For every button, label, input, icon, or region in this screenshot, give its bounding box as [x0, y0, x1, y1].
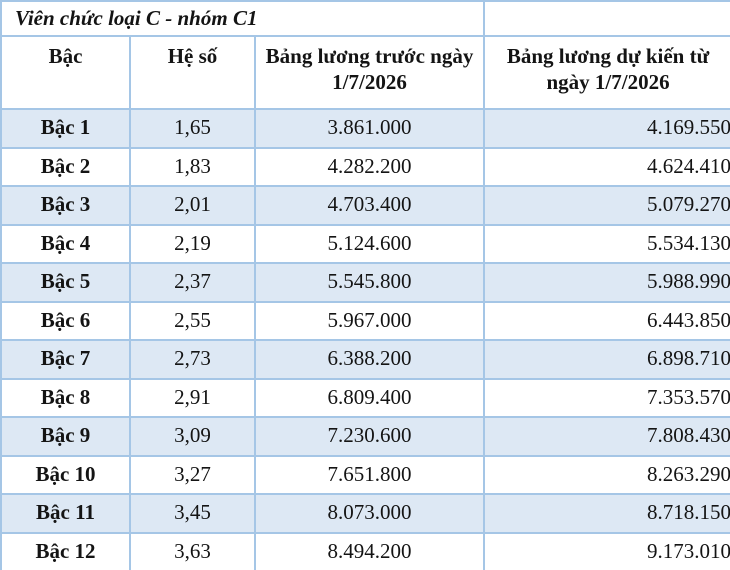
coefficient-cell: 2,73	[129, 339, 256, 380]
table-row: Bậc 8 2,91 6.809.400 7.353.570	[0, 377, 730, 418]
salary-before-cell: 5.545.800	[253, 262, 486, 303]
level-cell: Bậc 2	[0, 146, 131, 187]
salary-after-cell: 7.808.430	[483, 416, 730, 457]
table-row: Bậc 2 1,83 4.282.200 4.624.410	[0, 146, 730, 187]
table-title: Viên chức loại C - nhóm C1	[0, 0, 486, 37]
table-row: Bậc 9 3,09 7.230.600 7.808.430	[0, 416, 730, 457]
table-row: Bậc 11 3,45 8.073.000 8.718.150	[0, 493, 730, 534]
col-header-salary-after: Bảng lương dự kiến từ ngày 1/7/2026	[483, 35, 730, 110]
table-row: Bậc 10 3,27 7.651.800 8.263.290	[0, 454, 730, 495]
coefficient-cell: 1,83	[129, 146, 256, 187]
salary-after-cell: 8.718.150	[483, 493, 730, 534]
table-row: Bậc 4 2,19 5.124.600 5.534.130	[0, 223, 730, 264]
coefficient-cell: 2,37	[129, 262, 256, 303]
salary-before-cell: 8.073.000	[253, 493, 486, 534]
coefficient-cell: 2,19	[129, 223, 256, 264]
salary-before-cell: 3.861.000	[253, 108, 486, 149]
title-row-spacer	[483, 0, 730, 37]
salary-after-cell: 7.353.570	[483, 377, 730, 418]
salary-after-cell: 4.624.410	[483, 146, 730, 187]
level-cell: Bậc 7	[0, 339, 131, 380]
salary-before-cell: 8.494.200	[253, 531, 486, 570]
salary-after-cell: 5.534.130	[483, 223, 730, 264]
salary-before-cell: 7.651.800	[253, 454, 486, 495]
salary-after-cell: 8.263.290	[483, 454, 730, 495]
salary-before-cell: 5.967.000	[253, 300, 486, 341]
coefficient-cell: 3,27	[129, 454, 256, 495]
table-row: Bậc 1 1,65 3.861.000 4.169.550	[0, 108, 730, 149]
level-cell: Bậc 8	[0, 377, 131, 418]
col-header-coefficient: Hệ số	[129, 35, 256, 110]
level-cell: Bậc 5	[0, 262, 131, 303]
table-row: Bậc 5 2,37 5.545.800 5.988.990	[0, 262, 730, 303]
table-row: Bậc 3 2,01 4.703.400 5.079.270	[0, 185, 730, 226]
table-row: Bậc 12 3,63 8.494.200 9.173.010	[0, 531, 730, 570]
salary-before-cell: 6.809.400	[253, 377, 486, 418]
col-header-salary-before: Bảng lương trước ngày 1/7/2026	[253, 35, 486, 110]
coefficient-cell: 2,91	[129, 377, 256, 418]
table-row: Bậc 7 2,73 6.388.200 6.898.710	[0, 339, 730, 380]
table-row: Bậc 6 2,55 5.967.000 6.443.850	[0, 300, 730, 341]
salary-after-cell: 4.169.550	[483, 108, 730, 149]
level-cell: Bậc 11	[0, 493, 131, 534]
level-cell: Bậc 3	[0, 185, 131, 226]
coefficient-cell: 2,01	[129, 185, 256, 226]
salary-before-cell: 7.230.600	[253, 416, 486, 457]
coefficient-cell: 2,55	[129, 300, 256, 341]
salary-after-cell: 5.988.990	[483, 262, 730, 303]
salary-before-cell: 4.282.200	[253, 146, 486, 187]
level-cell: Bậc 9	[0, 416, 131, 457]
salary-before-cell: 6.388.200	[253, 339, 486, 380]
level-cell: Bậc 6	[0, 300, 131, 341]
salary-before-cell: 5.124.600	[253, 223, 486, 264]
col-header-level: Bậc	[0, 35, 131, 110]
salary-after-cell: 5.079.270	[483, 185, 730, 226]
level-cell: Bậc 10	[0, 454, 131, 495]
salary-before-cell: 4.703.400	[253, 185, 486, 226]
coefficient-cell: 3,63	[129, 531, 256, 570]
table-header-row: Bậc Hệ số Bảng lương trước ngày 1/7/2026…	[0, 35, 730, 110]
table-title-row: Viên chức loại C - nhóm C1	[0, 0, 730, 37]
level-cell: Bậc 4	[0, 223, 131, 264]
coefficient-cell: 3,45	[129, 493, 256, 534]
level-cell: Bậc 12	[0, 531, 131, 570]
salary-after-cell: 9.173.010	[483, 531, 730, 570]
salary-after-cell: 6.898.710	[483, 339, 730, 380]
level-cell: Bậc 1	[0, 108, 131, 149]
salary-after-cell: 6.443.850	[483, 300, 730, 341]
coefficient-cell: 3,09	[129, 416, 256, 457]
coefficient-cell: 1,65	[129, 108, 256, 149]
